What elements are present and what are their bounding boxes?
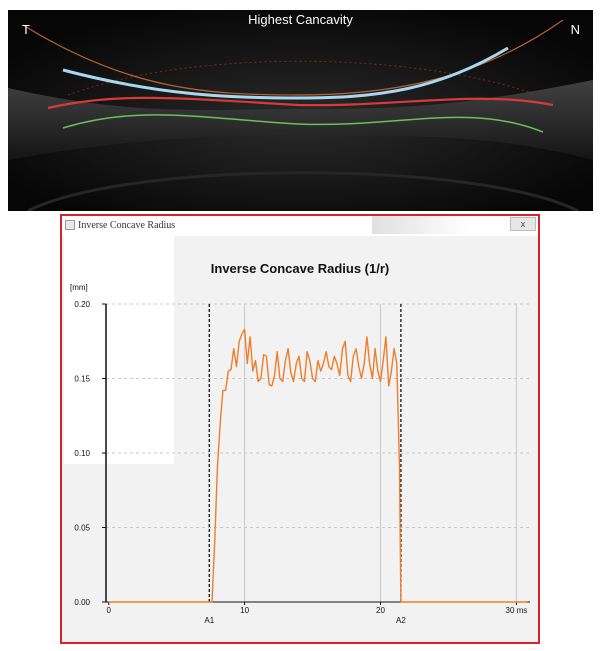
chart-title: Inverse Concave Radius (1/r) (210, 261, 390, 276)
original-curvature-line (67, 60, 539, 96)
x-tick-label: 10 (240, 606, 249, 615)
chart-window: Inverse Concave Radius x Inverse Concave… (60, 214, 540, 644)
titlebar-strip (372, 216, 512, 234)
posterior-highlight-line (47, 96, 554, 110)
window-title: Inverse Concave Radius (78, 220, 176, 231)
window-icon (65, 220, 75, 230)
nasal-label: N (570, 22, 580, 37)
marker-label-a2: A2 (396, 616, 406, 625)
temporal-label: T (22, 22, 30, 37)
x-tick-label: 30 ms (506, 606, 528, 615)
x-tick-label: 0 (106, 606, 111, 615)
lens-arc (27, 171, 579, 211)
y-tick-label: 0.00 (74, 598, 90, 607)
series-line (108, 328, 528, 603)
anterior-surface-line (62, 46, 509, 100)
cornea-tissue (8, 80, 593, 160)
y-tick-label: 0.20 (74, 300, 90, 309)
y-tick-label: 0.15 (74, 375, 90, 384)
panel-overlay (64, 236, 174, 464)
y-tick-label: 0.10 (74, 449, 90, 458)
close-button[interactable]: x (510, 217, 536, 231)
chart-plot: 0.00 0.05 0.10 0.15 0.20 [mm] 0 10 20 30 ms A1 A2 (70, 283, 530, 625)
marker-label-a1: A1 (204, 616, 214, 625)
scan-title: Highest Cancavity (248, 12, 353, 27)
cornea-scan-graphic (8, 10, 593, 211)
window-titlebar[interactable]: Inverse Concave Radius x (62, 216, 538, 236)
x-tick-label: 20 (376, 606, 385, 615)
y-axis-label: [mm] (70, 283, 88, 292)
posterior-surface-line (62, 114, 544, 133)
oct-scan-image: Highest Cancavity T N (8, 10, 593, 211)
y-tick-label: 0.05 (74, 524, 90, 533)
